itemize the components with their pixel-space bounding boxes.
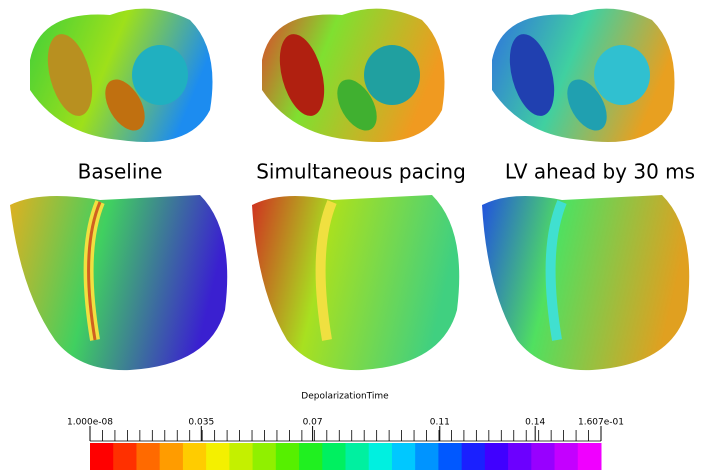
panel-label: LV ahead by 30 ms: [505, 160, 695, 184]
colorbar-segment: [577, 443, 602, 470]
colorbar-segment: [229, 443, 254, 470]
heart-renderings: [10, 8, 690, 371]
heart-bottom: [482, 195, 690, 371]
colorbar-segment: [438, 443, 463, 470]
heart-bottom: [10, 195, 228, 371]
colorbar-segment: [299, 443, 323, 470]
colorbar-segment: [159, 443, 184, 470]
tick-label: 0.035: [188, 418, 214, 428]
panel-label: Simultaneous pacing: [256, 160, 466, 184]
tick-label: 1.607e-01: [578, 418, 624, 428]
colorbar-segment: [136, 443, 161, 470]
panel-label: Baseline: [78, 160, 163, 184]
colorbar-segment: [90, 443, 114, 470]
colorbar-segment: [322, 443, 346, 470]
colorbar-segment: [113, 443, 137, 470]
colorbar-segment: [484, 443, 509, 470]
colorbar-segment: [531, 443, 556, 470]
colorbar-segment: [275, 443, 300, 470]
colorbar-segment: [415, 443, 439, 470]
heart-top: [30, 8, 213, 143]
tick-label: 0.11: [430, 418, 450, 428]
tick-label: 1.000e-08: [67, 418, 113, 428]
colorbar-segment: [461, 443, 486, 470]
colorbar-segment: [252, 443, 277, 470]
heart-bottom: [252, 195, 460, 371]
colorbar-segment: [345, 443, 370, 470]
colorbar-title: DepolarizationTime: [301, 392, 389, 402]
colorbar-segment: [554, 443, 579, 470]
colorbar-segment: [391, 443, 416, 470]
tick-label: 0.14: [525, 418, 545, 428]
colorbar-segment: [368, 443, 393, 470]
heart-top: [262, 8, 445, 143]
tick-label: 0.07: [303, 418, 323, 428]
colorbar-segment: [182, 443, 207, 470]
heart-top: [492, 8, 675, 143]
colorbar-segment: [508, 443, 532, 470]
colorbar-segment: [206, 443, 230, 470]
